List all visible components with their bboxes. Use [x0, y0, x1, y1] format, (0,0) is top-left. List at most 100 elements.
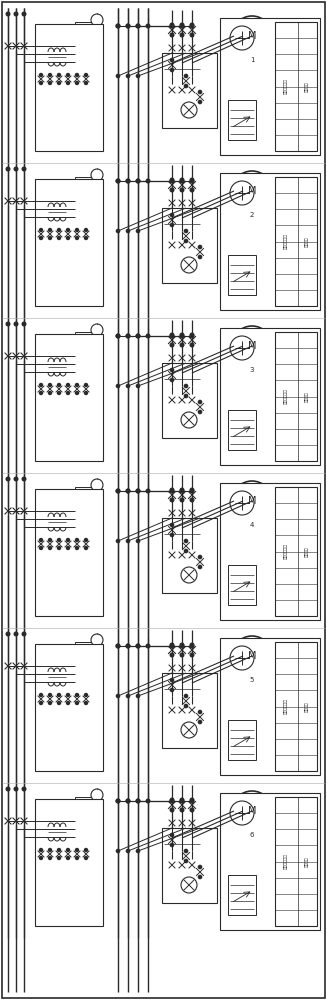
- Circle shape: [84, 848, 88, 852]
- Circle shape: [6, 167, 10, 171]
- Circle shape: [170, 558, 174, 562]
- Circle shape: [76, 74, 78, 77]
- Circle shape: [190, 489, 194, 493]
- Circle shape: [66, 236, 70, 239]
- Circle shape: [82, 27, 88, 33]
- Circle shape: [126, 644, 130, 648]
- Circle shape: [184, 694, 188, 698]
- Circle shape: [58, 74, 60, 77]
- Circle shape: [198, 100, 202, 104]
- Bar: [275, 332, 317, 461]
- Circle shape: [184, 229, 188, 233]
- Circle shape: [126, 799, 130, 803]
- Circle shape: [48, 694, 51, 696]
- Circle shape: [91, 634, 103, 646]
- Bar: [162, 53, 217, 128]
- Circle shape: [76, 694, 78, 696]
- Circle shape: [40, 236, 43, 239]
- Circle shape: [190, 488, 194, 492]
- Circle shape: [14, 477, 18, 481]
- Circle shape: [6, 322, 10, 326]
- Circle shape: [198, 865, 202, 869]
- Circle shape: [184, 849, 188, 853]
- Circle shape: [136, 489, 140, 493]
- Circle shape: [170, 498, 174, 502]
- Circle shape: [190, 24, 194, 28]
- Circle shape: [82, 492, 88, 498]
- Circle shape: [198, 410, 202, 414]
- Circle shape: [181, 93, 183, 97]
- Text: 运行保护: 运行保护: [304, 236, 308, 247]
- Circle shape: [76, 538, 78, 542]
- Circle shape: [181, 877, 197, 893]
- Bar: [35, 24, 103, 151]
- Circle shape: [184, 384, 188, 388]
- Text: 4: 4: [250, 522, 254, 528]
- Circle shape: [66, 383, 70, 386]
- Circle shape: [230, 336, 254, 360]
- Circle shape: [126, 179, 130, 183]
- Circle shape: [76, 702, 78, 704]
- Circle shape: [116, 489, 120, 493]
- Bar: [75, 642, 95, 658]
- Circle shape: [170, 179, 174, 183]
- Circle shape: [170, 93, 174, 97]
- Circle shape: [190, 548, 194, 552]
- Circle shape: [136, 644, 140, 648]
- Circle shape: [170, 83, 174, 87]
- Circle shape: [170, 58, 174, 62]
- Circle shape: [136, 74, 140, 78]
- Bar: [35, 644, 103, 771]
- Text: 减压启动保护: 减压启动保护: [284, 389, 287, 404]
- Circle shape: [78, 647, 84, 653]
- Circle shape: [170, 213, 174, 217]
- Circle shape: [136, 849, 140, 853]
- Bar: [164, 527, 200, 541]
- Text: M: M: [248, 31, 256, 41]
- Circle shape: [190, 33, 194, 37]
- Circle shape: [58, 702, 60, 704]
- Circle shape: [66, 702, 70, 704]
- Circle shape: [116, 384, 120, 388]
- Circle shape: [82, 182, 88, 188]
- Bar: [228, 100, 256, 140]
- Bar: [220, 328, 320, 465]
- Circle shape: [190, 643, 194, 647]
- Circle shape: [84, 236, 88, 239]
- Circle shape: [82, 802, 88, 808]
- Circle shape: [184, 74, 188, 78]
- Circle shape: [48, 546, 51, 550]
- Circle shape: [116, 179, 120, 183]
- Circle shape: [84, 538, 88, 542]
- Circle shape: [84, 82, 88, 85]
- Circle shape: [184, 539, 188, 543]
- Circle shape: [230, 646, 254, 670]
- Circle shape: [48, 82, 51, 85]
- Circle shape: [232, 171, 272, 211]
- Circle shape: [58, 848, 60, 852]
- Circle shape: [170, 378, 174, 382]
- Circle shape: [181, 257, 197, 273]
- Circle shape: [40, 229, 43, 232]
- Circle shape: [190, 188, 194, 192]
- Circle shape: [86, 337, 92, 343]
- Circle shape: [181, 567, 197, 583]
- Circle shape: [180, 798, 184, 802]
- Circle shape: [136, 799, 140, 803]
- Bar: [164, 682, 200, 696]
- Circle shape: [116, 24, 120, 28]
- Circle shape: [40, 538, 43, 542]
- Circle shape: [76, 391, 78, 394]
- Circle shape: [126, 489, 130, 493]
- Circle shape: [136, 334, 140, 338]
- Circle shape: [181, 703, 183, 707]
- Circle shape: [116, 74, 120, 78]
- Circle shape: [180, 498, 184, 502]
- Circle shape: [190, 238, 194, 242]
- Circle shape: [58, 229, 60, 232]
- Circle shape: [190, 808, 194, 812]
- Bar: [228, 875, 256, 915]
- Circle shape: [190, 93, 194, 97]
- Circle shape: [14, 322, 18, 326]
- Circle shape: [190, 498, 194, 502]
